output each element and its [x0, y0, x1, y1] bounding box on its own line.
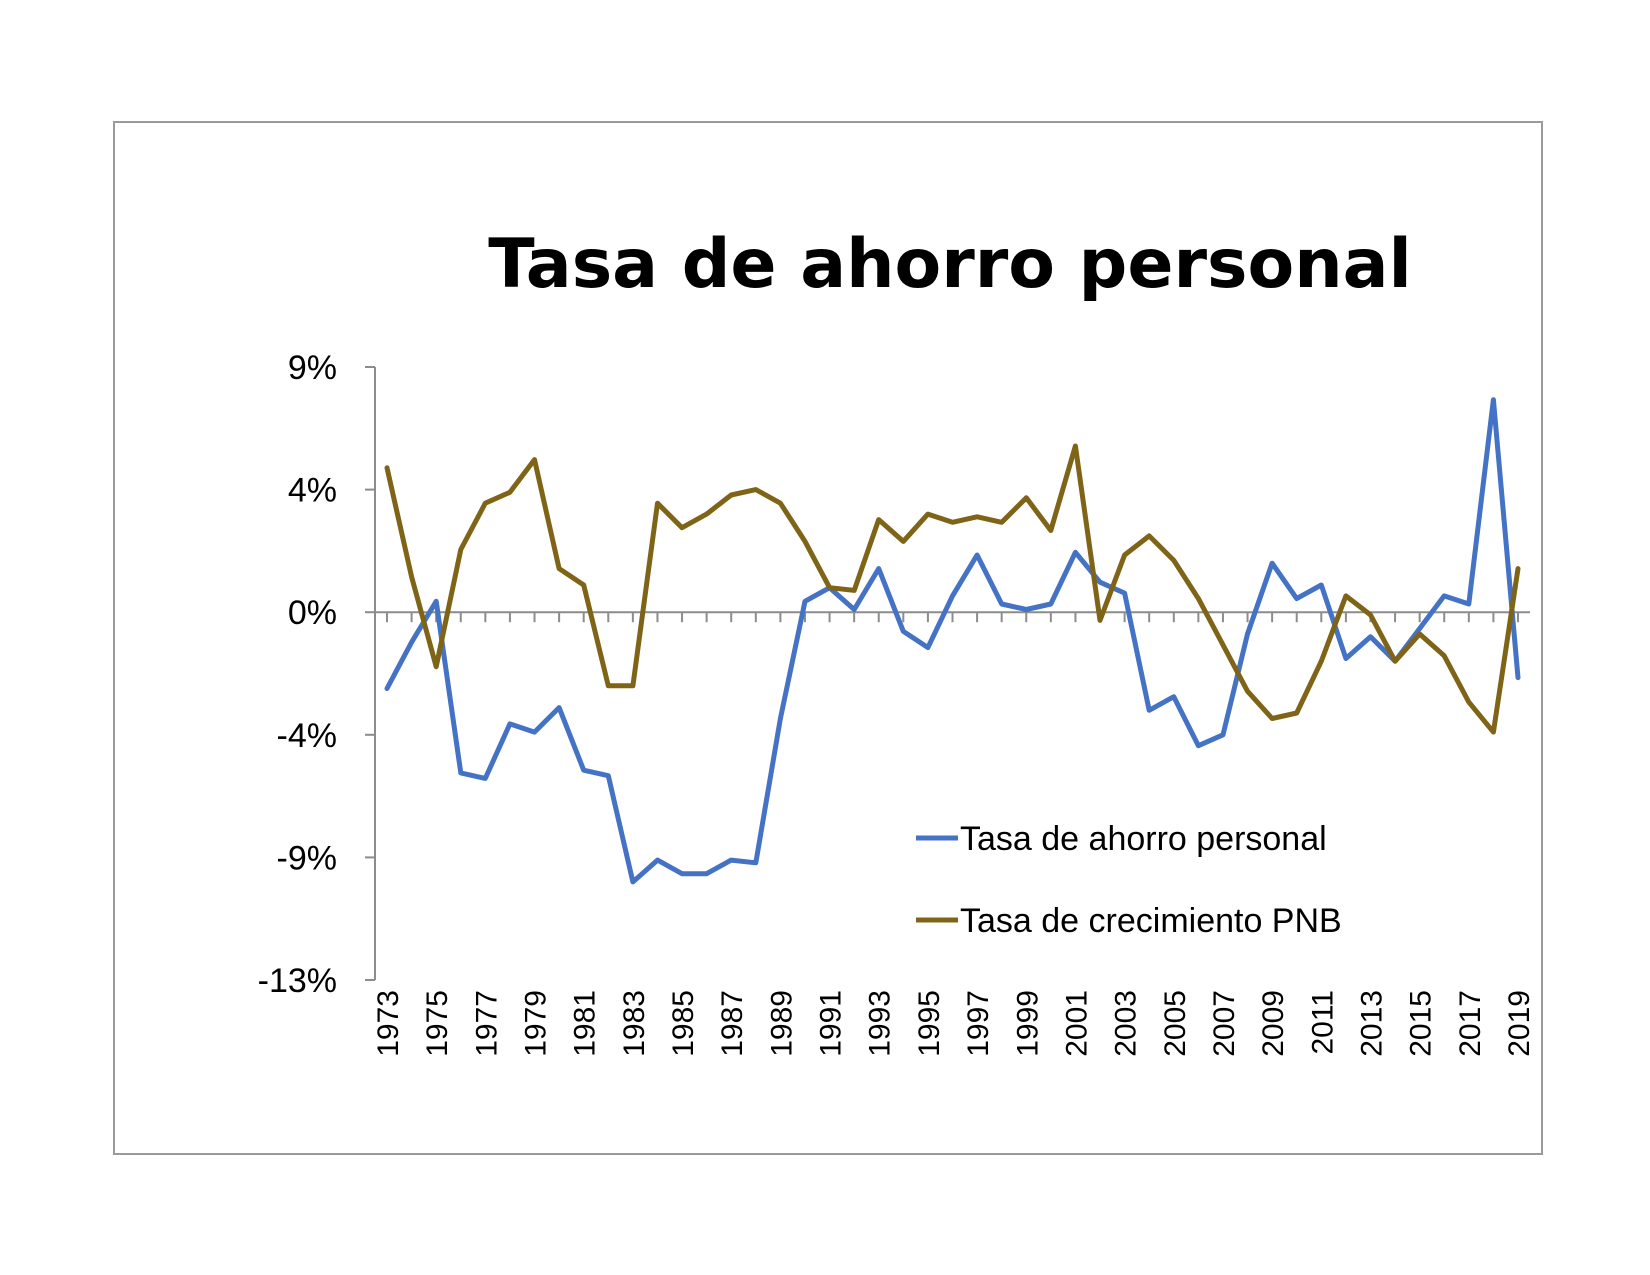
y-axis: 9% 4% 0% -4% -9% -13%: [258, 349, 376, 1000]
x-tick-label: 1981: [569, 990, 602, 1057]
x-tick-label: 2019: [1503, 990, 1536, 1057]
x-tick-label: 1995: [913, 990, 946, 1057]
x-tick-label: 2011: [1306, 990, 1339, 1055]
x-tick-label: 1987: [716, 990, 749, 1057]
legend: Tasa de ahorro personal Tasa de crecimien…: [916, 820, 1342, 940]
x-tick-label: 1999: [1011, 990, 1044, 1057]
y-tick-label: -9%: [277, 839, 337, 877]
y-tick-label: 0%: [288, 594, 337, 632]
legend-label: Tasa de ahorro personal: [960, 820, 1327, 858]
x-tick-label: 1983: [618, 990, 651, 1057]
x-tick-label: 1979: [520, 990, 553, 1057]
x-tick-label: 2003: [1110, 990, 1143, 1057]
x-tick-label: 2015: [1405, 990, 1438, 1057]
x-tick-label: 2007: [1208, 990, 1241, 1057]
x-tick-label: 1989: [765, 990, 798, 1057]
x-tick-label: 1977: [470, 990, 503, 1057]
x-tick-label: 2005: [1159, 990, 1192, 1057]
series-layer: [384, 397, 1521, 885]
x-tick-label: 1991: [815, 990, 848, 1057]
chart-frame: [113, 121, 1543, 1155]
y-tick-label: 9%: [288, 349, 337, 387]
x-tick-label: 2013: [1355, 990, 1388, 1057]
chart-title: Tasa de ahorro personal: [488, 225, 1412, 304]
x-tick-label: 2017: [1454, 990, 1487, 1057]
legend-label: Tasa de crecimiento PNB: [960, 902, 1342, 940]
y-tick-label: -13%: [258, 962, 337, 1000]
y-tick-label: -4%: [277, 717, 337, 755]
x-axis: 1973 1975 1977 1979 1981 1983 1985 1987 1989 1991…: [372, 611, 1536, 1057]
x-tick-label: 1975: [421, 990, 454, 1057]
x-tick-label: 2009: [1257, 990, 1290, 1057]
x-tick-label: 1985: [667, 990, 700, 1057]
y-tick-label: 4%: [288, 472, 337, 510]
x-tick-label: 1997: [962, 990, 995, 1057]
series-line-crecimiento-pnb: [384, 443, 1521, 735]
x-tick-label: 2001: [1060, 990, 1093, 1057]
series-line-ahorro-personal: [384, 397, 1521, 885]
x-tick-label: 1993: [864, 990, 897, 1057]
x-tick-label: 1973: [372, 990, 405, 1057]
